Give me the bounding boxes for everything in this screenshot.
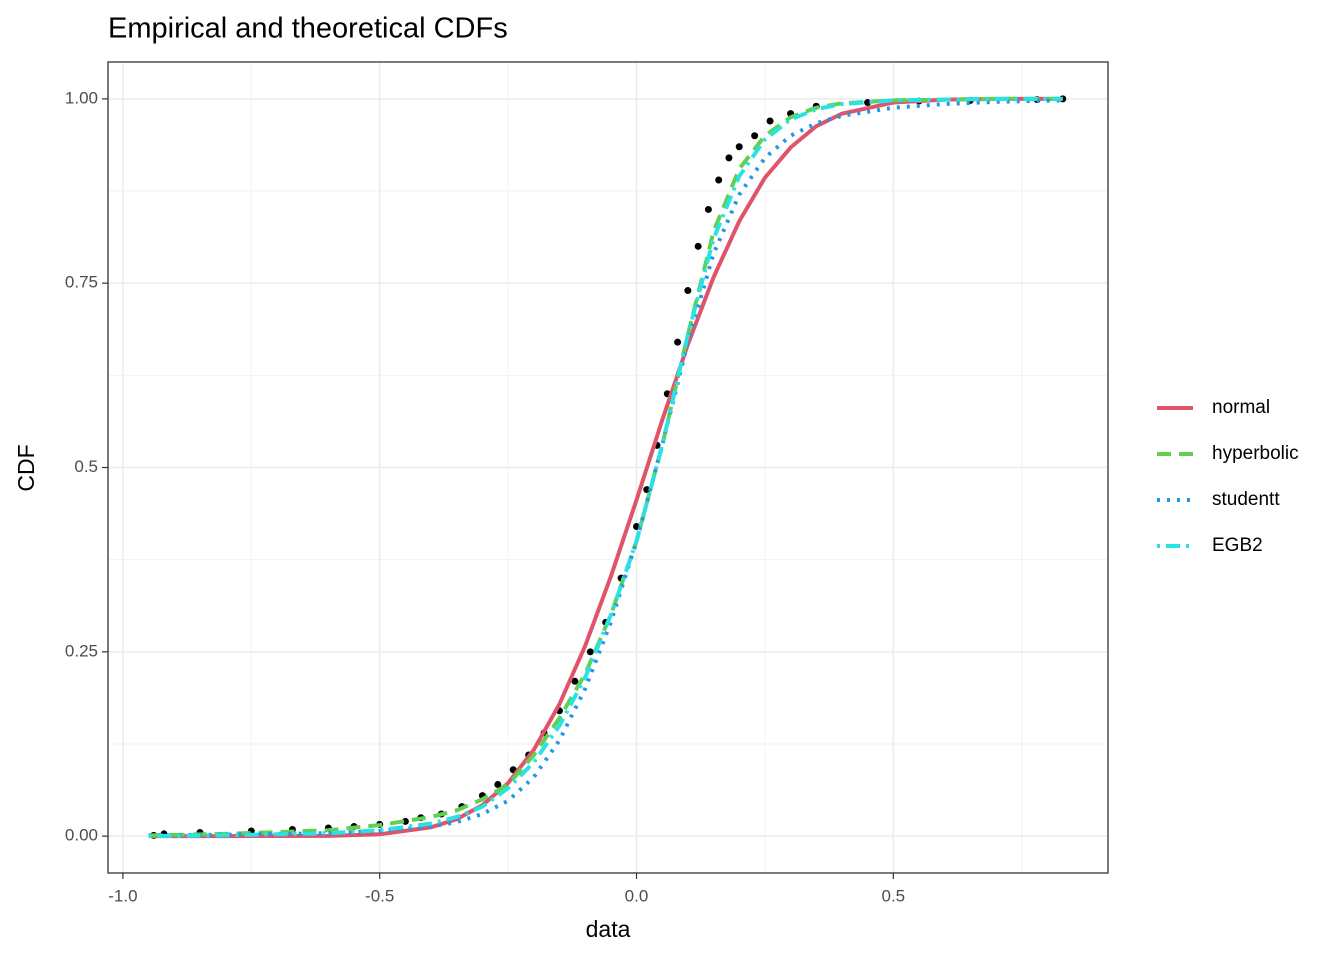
legend: normal hyperbolic studentt EGB2 <box>1157 397 1299 556</box>
legend-label: EGB2 <box>1212 535 1263 556</box>
data-point <box>571 677 579 685</box>
plot-area <box>148 95 1067 839</box>
data-point <box>684 287 692 295</box>
x-tick-label: 0.0 <box>625 886 649 905</box>
y-tick-label: 1.00 <box>65 88 98 107</box>
y-tick-label: 0.00 <box>65 826 98 845</box>
data-point <box>751 132 759 140</box>
data-point <box>864 99 872 107</box>
data-point <box>674 338 682 346</box>
data-point <box>725 154 733 162</box>
chart-title: Empirical and theoretical CDFs <box>108 13 508 45</box>
data-point <box>715 176 723 184</box>
data-point <box>494 781 502 789</box>
data-point <box>735 143 743 151</box>
legend-label: normal <box>1212 397 1270 418</box>
legend-label: hyperbolic <box>1212 443 1299 464</box>
x-tick-label: -0.5 <box>365 886 394 905</box>
x-axis-label: data <box>586 916 631 942</box>
data-point <box>643 486 651 494</box>
series-line <box>148 98 1063 838</box>
panel-border <box>107 61 1109 874</box>
data-point <box>586 648 594 656</box>
series-line <box>148 96 1063 839</box>
y-tick-label: 0.25 <box>65 641 98 660</box>
x-tick-label: 0.5 <box>881 886 905 905</box>
data-point <box>694 242 702 250</box>
legend-label: studentt <box>1212 489 1280 510</box>
data-point <box>766 117 774 125</box>
x-tick-label: -1.0 <box>108 886 137 905</box>
y-tick-label: 0.75 <box>65 273 98 292</box>
data-point <box>704 205 712 213</box>
y-axis-label: CDF <box>13 444 39 491</box>
y-tick-label: 0.5 <box>74 457 98 476</box>
